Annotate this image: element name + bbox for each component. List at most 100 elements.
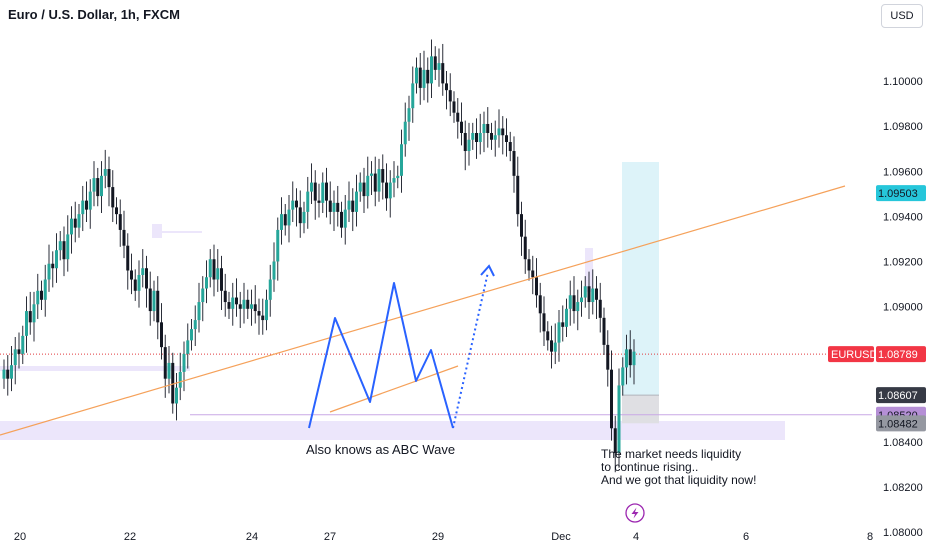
candle-body [366, 175, 370, 197]
candle [182, 341, 186, 392]
candle [250, 289, 253, 326]
candle-body [613, 428, 617, 454]
stop-badge-bg [876, 415, 926, 432]
candle [497, 109, 501, 148]
candle [246, 289, 250, 319]
candle [88, 179, 92, 229]
candle [265, 289, 268, 331]
candle-body [298, 207, 302, 224]
candle-body [197, 302, 201, 321]
candle [51, 251, 55, 288]
candle-body [201, 288, 205, 303]
candle [43, 264, 47, 317]
candle [430, 39, 433, 99]
candle-body [373, 173, 377, 192]
candle [516, 156, 520, 227]
candle-body [580, 297, 583, 303]
candle [272, 242, 276, 292]
candle-body [493, 135, 497, 140]
candle [145, 255, 148, 308]
candle-body [336, 202, 340, 212]
candle-body [512, 151, 516, 176]
candle-body [25, 311, 28, 336]
candle [276, 217, 280, 281]
candle-body [73, 218, 77, 228]
candle-body [145, 268, 148, 289]
candle [6, 355, 10, 396]
candle [441, 43, 445, 96]
candle-body [527, 259, 531, 271]
candle [73, 201, 77, 243]
candle-body [568, 295, 572, 309]
candle [422, 50, 426, 101]
candle-body [415, 67, 418, 84]
target-badge: 1.09503 [878, 188, 918, 200]
candle-body [587, 286, 591, 303]
candle-body [276, 229, 280, 262]
candle [415, 57, 418, 94]
candle-body [557, 322, 561, 343]
candle-body [111, 187, 115, 208]
candle [205, 260, 208, 304]
price-badge-bg [876, 346, 926, 363]
candle-body [542, 313, 546, 332]
candle-body [328, 200, 332, 212]
candle-body [227, 302, 231, 309]
candle [261, 298, 265, 335]
candle-body [66, 234, 70, 260]
candle [531, 255, 535, 295]
candle-body [238, 304, 242, 309]
candle-body [137, 275, 141, 291]
candle-body [460, 121, 463, 133]
candle-body [190, 329, 193, 341]
y-tick-label: 1.09200 [883, 256, 923, 268]
candle-body [325, 182, 328, 201]
candle-body [250, 304, 253, 309]
candle [595, 276, 598, 319]
candle-body [501, 128, 505, 136]
candle [302, 201, 306, 234]
candle-body [452, 101, 456, 113]
candle-body [407, 108, 411, 122]
candle-body [152, 290, 156, 312]
candle-body [88, 191, 92, 210]
candle-body [392, 178, 396, 183]
candle [396, 165, 400, 189]
candle-body [242, 299, 246, 309]
candle [317, 183, 321, 218]
candle-body [130, 270, 133, 280]
candle [332, 190, 336, 232]
candle [103, 149, 107, 189]
candle-body [302, 211, 306, 224]
candle-body [21, 335, 25, 354]
candle-body [6, 369, 10, 379]
candle [227, 291, 231, 319]
candle [178, 352, 182, 401]
candle [433, 46, 437, 81]
candle-body [523, 236, 527, 260]
candle-body [193, 320, 197, 330]
candle-body [81, 200, 85, 215]
y-tick-label: 1.09800 [883, 121, 923, 133]
candle [538, 282, 542, 333]
candle [115, 197, 118, 225]
candle [201, 276, 205, 322]
candle-body [55, 250, 58, 269]
candle-body [441, 63, 445, 84]
candle-body [310, 182, 313, 192]
left-support-zone [0, 366, 190, 371]
price-badge: 1.08789 [878, 349, 918, 361]
stop-badge: 1.08482 [878, 418, 918, 430]
currency-button[interactable]: USD [881, 4, 923, 28]
candle-body [475, 132, 478, 143]
candle [621, 357, 625, 396]
candle [152, 280, 156, 322]
candle-body [13, 349, 17, 366]
candle-body [347, 200, 351, 210]
y-tick-label: 1.08000 [883, 527, 923, 539]
candle [456, 98, 460, 139]
x-tick-label: 8 [867, 531, 873, 543]
candle [137, 260, 141, 308]
candle [2, 359, 6, 389]
